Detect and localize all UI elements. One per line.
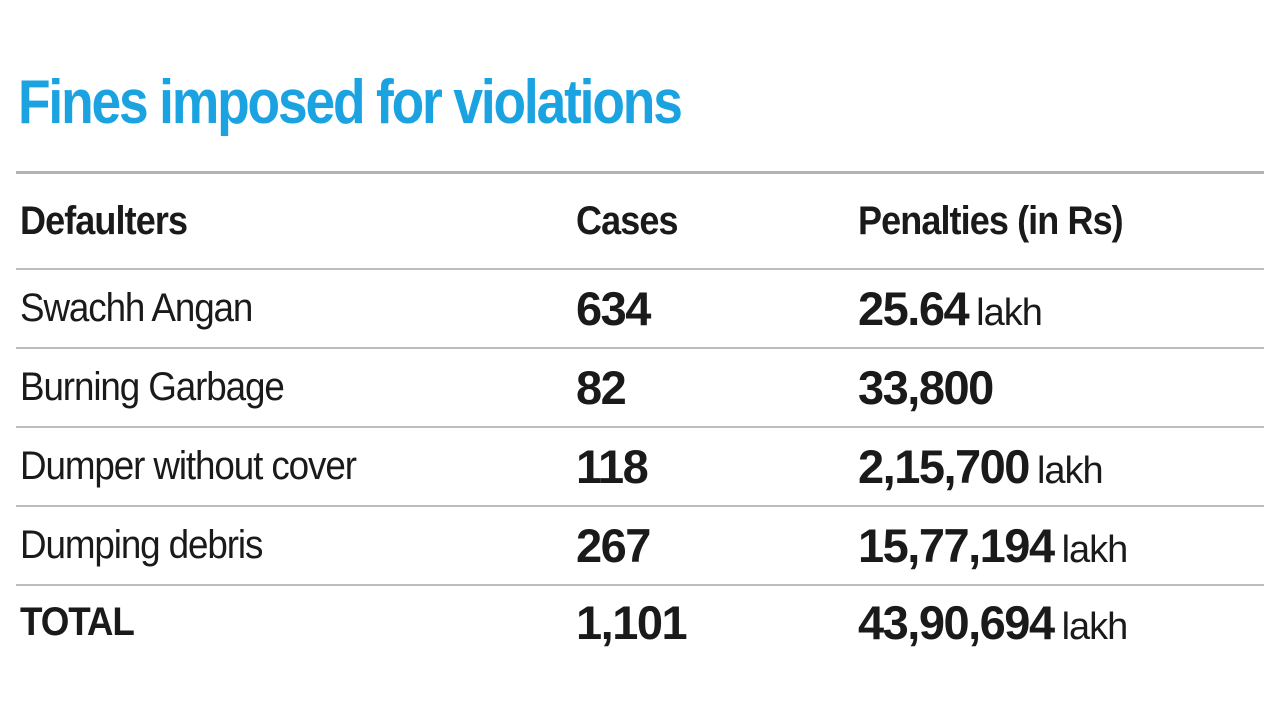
table-total-row: TOTAL 1,101 43,90,694 lakh xyxy=(16,584,1264,658)
penalty-unit: lakh xyxy=(976,292,1043,334)
table-row: Burning Garbage 82 33,800 xyxy=(16,347,1264,427)
fines-table: Defaulters Cases Penalties (in Rs) Swach… xyxy=(16,171,1264,658)
cases-cell: 118 xyxy=(576,426,858,506)
defaulter-cell: Burning Garbage xyxy=(16,347,576,427)
table-row: Dumper without cover 118 2,15,700 lakh xyxy=(16,426,1264,506)
penalty-cell: 25.64 lakh xyxy=(858,268,1264,348)
chart-title: Fines imposed for violations xyxy=(18,68,683,137)
penalty-unit: lakh xyxy=(1036,450,1104,492)
table-header-row: Defaulters Cases Penalties (in Rs) xyxy=(16,171,1264,269)
cases-cell: 634 xyxy=(576,268,858,348)
penalty-unit: lakh xyxy=(1061,605,1129,648)
total-label-cell: TOTAL xyxy=(16,584,576,658)
cases-cell: 82 xyxy=(576,347,858,427)
penalty-cell: 15,77,194 lakh xyxy=(858,505,1264,585)
penalty-cell: 33,800 xyxy=(858,347,1264,427)
column-header-defaulters: Defaulters xyxy=(16,171,576,269)
defaulter-cell: Dumper without cover xyxy=(16,426,576,506)
cases-cell: 267 xyxy=(576,505,858,585)
total-cases-cell: 1,101 xyxy=(576,584,858,658)
defaulter-cell: Swachh Angan xyxy=(16,268,576,348)
table-row: Swachh Angan 634 25.64 lakh xyxy=(16,268,1264,348)
table-row: Dumping debris 267 15,77,194 lakh xyxy=(16,505,1264,585)
penalty-unit: lakh xyxy=(1061,529,1129,571)
column-header-penalties: Penalties (in Rs) xyxy=(858,171,1264,269)
column-header-cases: Cases xyxy=(576,171,858,269)
total-penalty-cell: 43,90,694 lakh xyxy=(858,584,1264,658)
penalty-cell: 2,15,700 lakh xyxy=(858,426,1264,506)
defaulter-cell: Dumping debris xyxy=(16,505,576,585)
